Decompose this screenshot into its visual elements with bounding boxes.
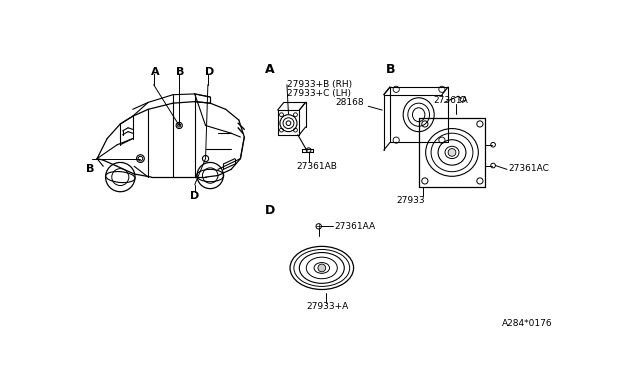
Text: A284*0176: A284*0176 (502, 319, 553, 328)
Text: A: A (150, 67, 159, 77)
Text: 27361A: 27361A (433, 96, 468, 105)
Text: B: B (386, 63, 396, 76)
Circle shape (318, 264, 326, 272)
Text: D: D (190, 190, 199, 201)
Text: 27361AA: 27361AA (334, 222, 375, 231)
Text: 27933+B (RH): 27933+B (RH) (287, 80, 352, 89)
Text: 27361AC: 27361AC (509, 164, 550, 173)
Circle shape (448, 148, 456, 156)
Text: D: D (264, 204, 275, 217)
Text: D: D (205, 67, 214, 77)
Text: 27933+C (LH): 27933+C (LH) (287, 89, 351, 97)
Text: B: B (176, 67, 184, 77)
Text: 28168: 28168 (336, 98, 364, 107)
Text: B: B (86, 164, 95, 174)
Text: 27933+A: 27933+A (307, 302, 349, 311)
Text: A: A (264, 63, 274, 76)
Text: 27933: 27933 (396, 196, 425, 205)
Text: 27361AB: 27361AB (296, 162, 337, 171)
